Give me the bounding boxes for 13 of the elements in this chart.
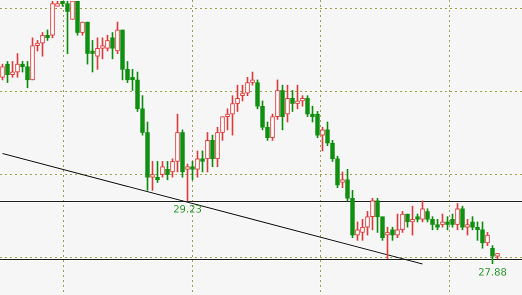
candlestick [10, 61, 15, 78]
candlestick [240, 84, 245, 102]
annotation: 27.88 [478, 268, 507, 279]
candlestick [340, 172, 345, 188]
candlestick [410, 206, 415, 236]
candlestick [250, 72, 255, 86]
candlestick [235, 84, 240, 112]
annotation: 29.23 [173, 204, 202, 216]
candlestick [465, 218, 470, 236]
candlestick [440, 214, 445, 228]
candlestick [200, 150, 205, 172]
candlestick [295, 84, 300, 110]
candlestick [385, 226, 390, 260]
